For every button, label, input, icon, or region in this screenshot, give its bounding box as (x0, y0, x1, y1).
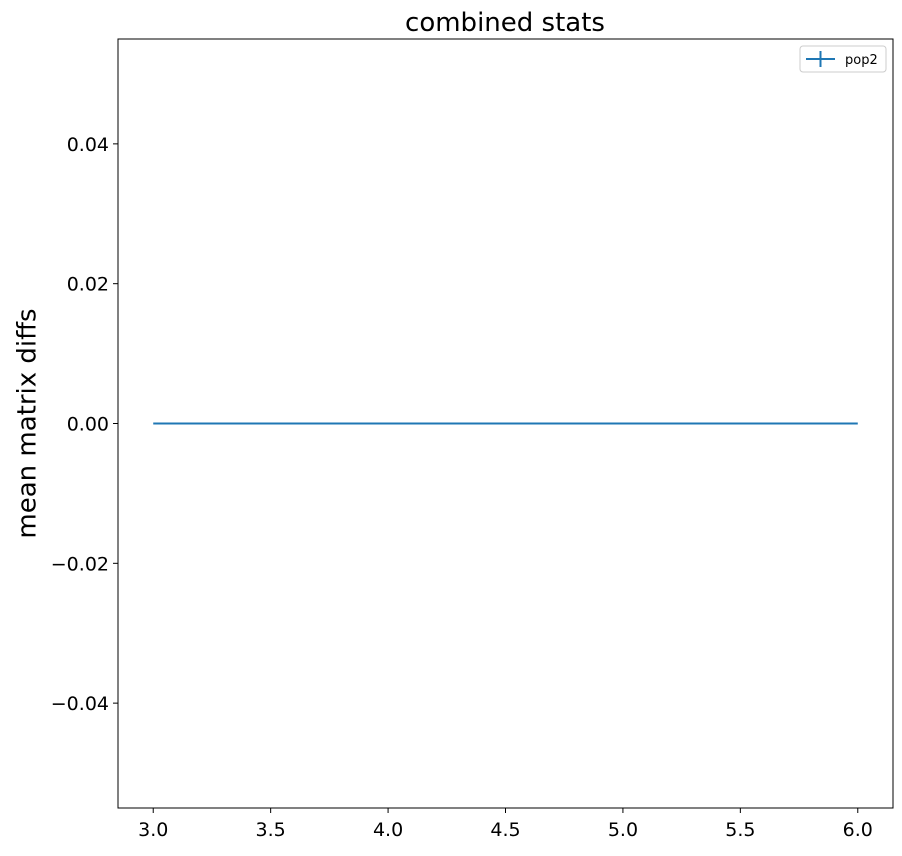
x-tick-label: 5.5 (725, 819, 755, 841)
x-tick-label: 6.0 (843, 819, 873, 841)
y-tick-label: −0.02 (51, 553, 109, 575)
y-axis: −0.04 −0.02 0.00 0.02 0.04 (51, 134, 118, 715)
x-tick-label: 3.0 (138, 819, 168, 841)
plot-frame (117, 38, 894, 809)
x-tick-label: 4.5 (490, 819, 520, 841)
y-tick-label: −0.04 (51, 693, 109, 715)
legend-label-pop2: pop2 (845, 53, 878, 68)
x-tick-label: 5.0 (608, 819, 638, 841)
x-tick-label: 3.5 (256, 819, 286, 841)
chart-title: combined stats (405, 8, 605, 38)
y-tick-label: 0.04 (67, 134, 109, 156)
legend: pop2 (799, 45, 887, 73)
y-tick-label: 0.00 (67, 414, 109, 436)
y-axis-label: mean matrix diffs (13, 308, 43, 538)
x-axis: 3.0 3.5 4.0 4.5 5.0 5.5 6.0 (138, 808, 873, 841)
y-tick-label: 0.02 (67, 274, 109, 296)
x-tick-label: 4.0 (373, 819, 403, 841)
